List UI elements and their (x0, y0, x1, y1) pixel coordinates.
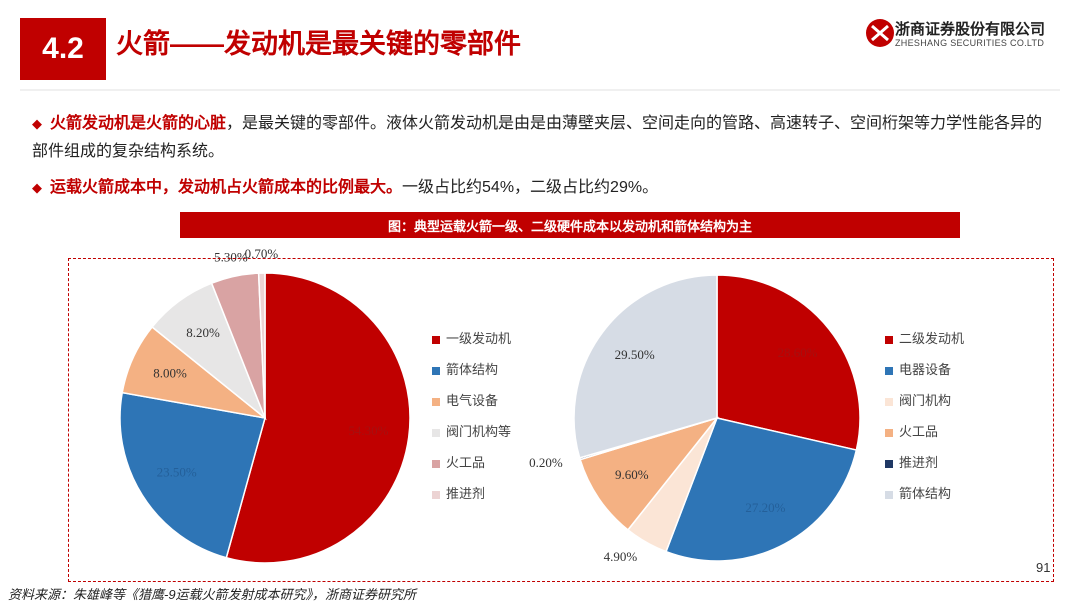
pie-slice (573, 274, 718, 459)
legend-swatch (885, 398, 893, 406)
legend-swatch (885, 367, 893, 375)
bullet: ◆ 火箭发动机是火箭的心脏，是最关键的零部件。液体火箭发动机是由是由薄壁夹层、空间… (32, 115, 1043, 160)
legend-label: 火工品 (446, 455, 485, 470)
bullet: ◆ 运载火箭成本中，发动机占火箭成本的比例最大。一级占比约54%，二级占比约29%… (32, 179, 659, 196)
bullet-text: 一级占比约54%，二级占比约29%。 (402, 179, 659, 196)
legend-label: 二级发动机 (899, 331, 964, 346)
data-label: 8.20% (186, 325, 220, 340)
data-label: 9.60% (615, 467, 649, 482)
logo-mark (871, 24, 889, 42)
legend-swatch (885, 460, 893, 468)
source: 资料来源：朱雄峰等《猎鹰-9运载火箭发射成本研究》，浙商证券研究所 (8, 587, 417, 602)
pie-slice (665, 417, 858, 562)
legend-label: 推进剂 (446, 486, 485, 501)
company-name: 浙商证券股份有限公司 (895, 21, 1046, 38)
data-label: 8.00% (153, 366, 187, 381)
data-label: 27.20% (745, 500, 785, 515)
legend-swatch (432, 367, 440, 375)
legend-label: 火工品 (899, 424, 938, 439)
legend-label: 电气设备 (446, 393, 498, 408)
pie-slice (119, 391, 266, 559)
data-label: 5.30% (214, 250, 248, 265)
data-label: 28.60% (778, 345, 818, 360)
figure-title: 图：典型运载火箭一级、二级硬件成本以发动机和箭体结构为主 (180, 212, 960, 238)
data-label: 54.30% (348, 423, 388, 438)
bullet-text: ，是最关键的零部件。液体火箭发动机是由是由薄壁夹层、空间走向的管路、高速转子、空… (32, 115, 1043, 160)
legend-label: 一级发动机 (446, 331, 511, 346)
pie-slice (257, 272, 266, 419)
legend-label: 阀门机构等 (446, 424, 511, 439)
legend-swatch (432, 398, 440, 406)
charts: 54.30% 23.50% 8.00% 8.20% 5.30%0.70% 一级发动机箭体结… (119, 246, 964, 564)
page-number: 91 (1036, 560, 1051, 575)
slide-title: 火箭——发动机是最关键的零部件 (116, 29, 521, 59)
legend-swatch (885, 336, 893, 344)
data-label: 0.70% (245, 246, 279, 261)
data-label: 0.20% (529, 455, 563, 470)
legend-label: 箭体结构 (899, 486, 951, 501)
legend-swatch (432, 336, 440, 344)
legend-swatch (432, 460, 440, 468)
company-name-en: ZHESHANG SECURITIES CO.LTD (895, 38, 1045, 48)
legend-label: 阀门机构 (899, 393, 951, 408)
bullet-bold: 火箭发动机是火箭的心脏 (50, 115, 227, 132)
pie-slice (716, 274, 861, 451)
data-label: 4.90% (604, 549, 638, 564)
figure-frame (68, 258, 1054, 582)
data-label: 29.50% (615, 347, 655, 362)
bullet-bold: 运载火箭成本中，发动机占火箭成本的比例最大。 (50, 179, 403, 196)
legend-label: 电器设备 (899, 362, 951, 377)
section-number: 4.2 (20, 18, 106, 80)
legend-swatch (885, 491, 893, 499)
data-label: 23.50% (157, 465, 197, 480)
legend-label: 推进剂 (899, 455, 938, 470)
legend-swatch (885, 429, 893, 437)
pie-slice (579, 416, 720, 531)
legend-swatch (432, 429, 440, 437)
legend-label: 箭体结构 (446, 362, 498, 377)
pie-slice (225, 272, 411, 564)
legend-swatch (432, 491, 440, 499)
